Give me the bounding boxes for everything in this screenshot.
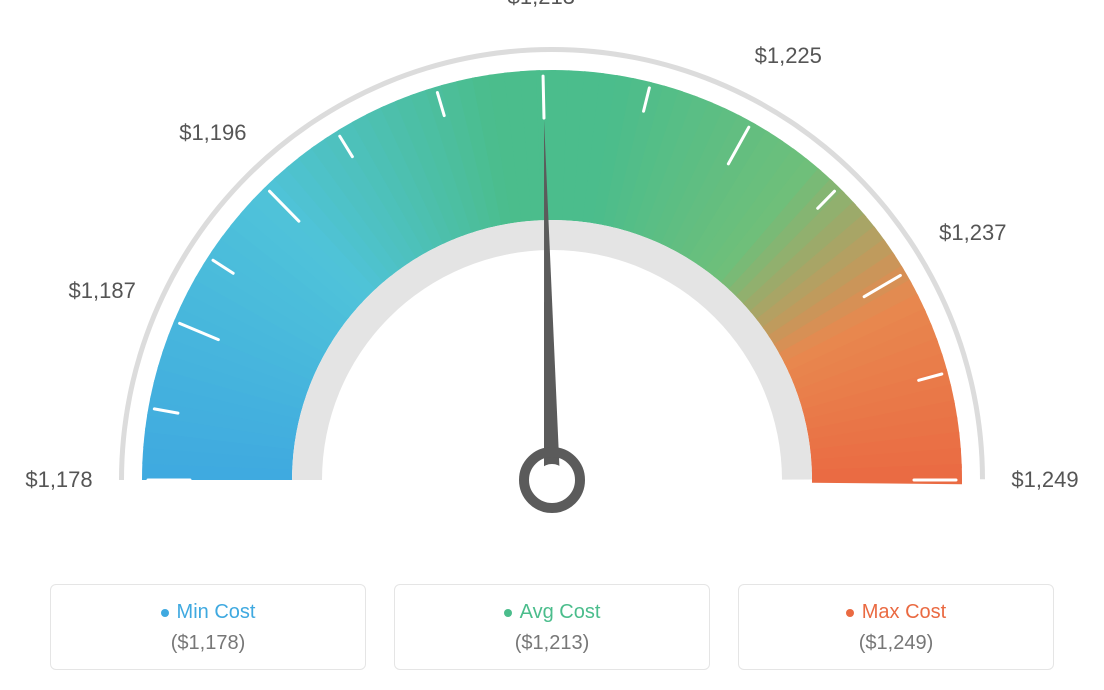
- legend-title-avg: Avg Cost: [405, 601, 699, 624]
- legend-dot-avg: [504, 609, 512, 617]
- legend-title-max: Max Cost: [749, 601, 1043, 624]
- legend-label-max: Max Cost: [862, 601, 946, 624]
- gauge-area: $1,178 $1,187 $1,196 $1,213 $1,225 $1,237 $1,2…: [0, 0, 1104, 560]
- legend-card-max: Max Cost ($1,249): [738, 584, 1054, 670]
- legend-dot-min: [161, 609, 169, 617]
- legend-card-avg: Avg Cost ($1,213): [394, 584, 710, 670]
- legend-row: Min Cost ($1,178) Avg Cost ($1,213) Max …: [50, 584, 1054, 670]
- legend-label-avg: Avg Cost: [520, 601, 601, 624]
- gauge-tick-label: $1,196: [179, 120, 246, 146]
- gauge-tick-label: $1,249: [1011, 467, 1078, 493]
- gauge-tick-label: $1,213: [508, 0, 575, 10]
- gauge-tick-label: $1,187: [69, 278, 136, 304]
- legend-value-avg: ($1,213): [405, 632, 699, 655]
- legend-label-min: Min Cost: [177, 601, 256, 624]
- gauge-tick-label: $1,237: [939, 220, 1006, 246]
- legend-card-min: Min Cost ($1,178): [50, 584, 366, 670]
- chart-container: $1,178 $1,187 $1,196 $1,213 $1,225 $1,237 $1,2…: [0, 0, 1104, 690]
- gauge-tick-label: $1,225: [755, 43, 822, 69]
- gauge-svg: [0, 0, 1104, 560]
- legend-dot-max: [846, 609, 854, 617]
- legend-value-max: ($1,249): [749, 632, 1043, 655]
- legend-title-min: Min Cost: [61, 601, 355, 624]
- legend-value-min: ($1,178): [61, 632, 355, 655]
- gauge-tick-label: $1,178: [25, 467, 92, 493]
